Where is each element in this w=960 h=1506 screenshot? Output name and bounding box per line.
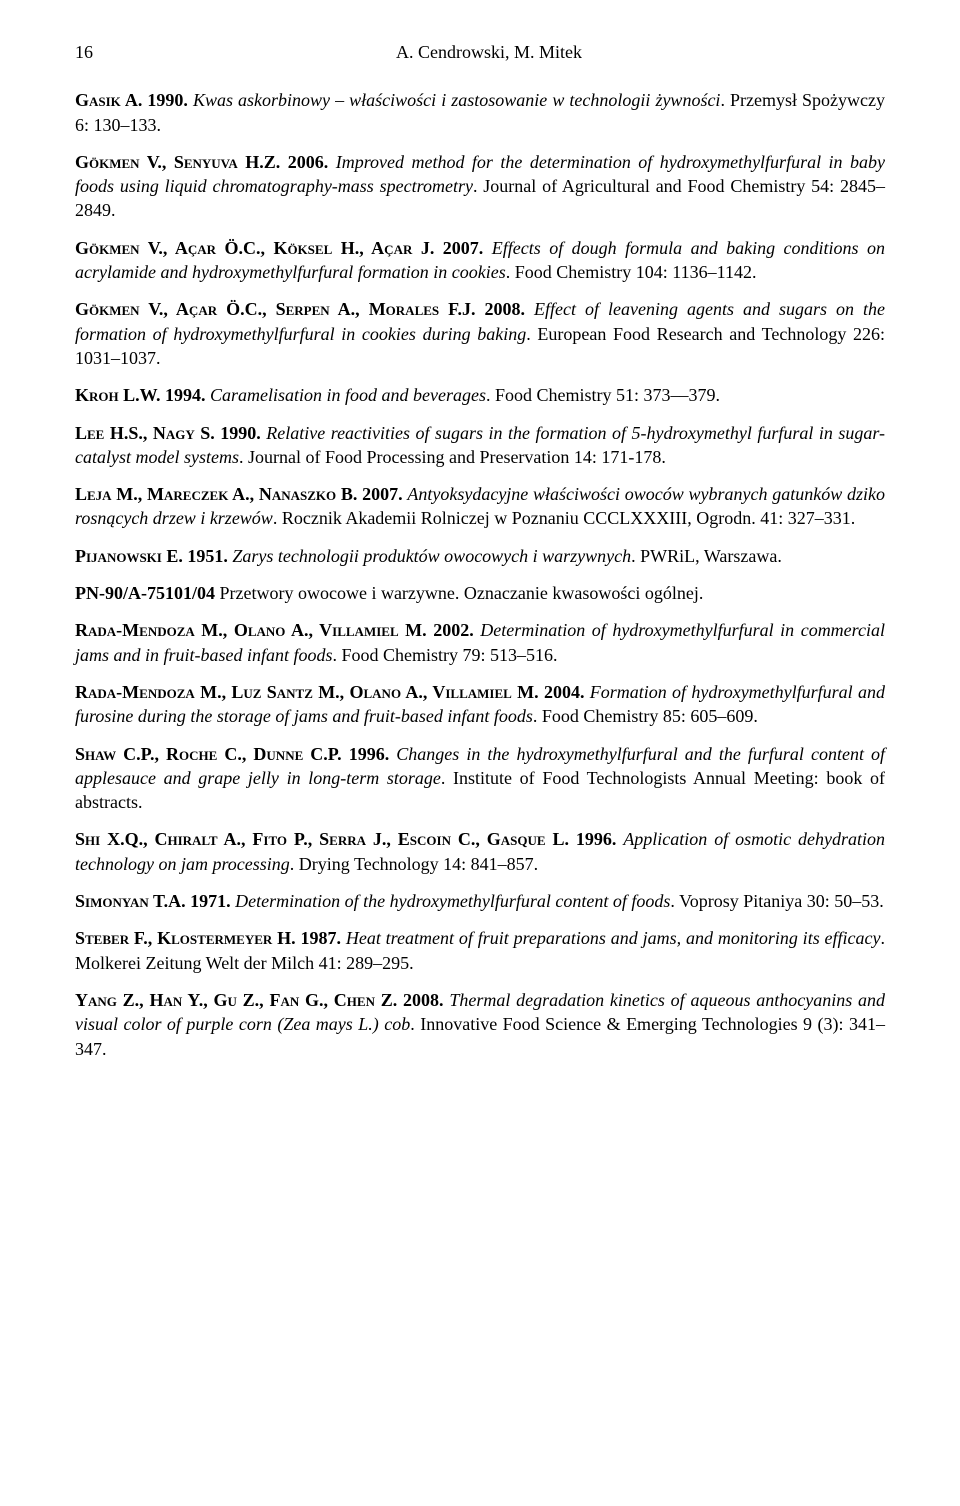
reference-title: Kwas askorbinowy – właściwości i zastoso… — [193, 90, 720, 110]
reference-authors: Gasik A. — [75, 90, 142, 110]
reference-authors: Yang Z., Han Y., Gu Z., Fan G., Chen Z. — [75, 990, 397, 1010]
reference-year: 2007. — [443, 238, 484, 258]
reference-year: 2008. — [403, 990, 444, 1010]
reference-entry: Simonyan T.A. 1971. Determination of the… — [75, 889, 885, 913]
reference-year: 1996. — [576, 829, 617, 849]
reference-authors: Gökmen V., Açar Ö.C., Serpen A., Morales… — [75, 299, 476, 319]
reference-source: . PWRiL, Warszawa. — [631, 546, 782, 566]
reference-source: . Voprosy Pitaniya 30: 50–53. — [670, 891, 883, 911]
reference-authors: Gökmen V., Açar Ö.C., Köksel H., Açar J. — [75, 238, 434, 258]
page-number: 16 — [75, 40, 93, 64]
reference-authors: PN-90/A-75101/04 — [75, 583, 215, 603]
reference-title: Determination of the hydroxymethylfurfur… — [235, 891, 670, 911]
reference-entry: Leja M., Mareczek A., Nanaszko B. 2007. … — [75, 482, 885, 531]
reference-year: 2007. — [362, 484, 403, 504]
reference-year: 1951. — [187, 546, 228, 566]
reference-source: . Food Chemistry 51: 373––379. — [486, 385, 720, 405]
header-authors: A. Cendrowski, M. Mitek — [93, 40, 885, 64]
reference-entry: Pijanowski E. 1951. Zarys technologii pr… — [75, 544, 885, 568]
reference-year: 1987. — [300, 928, 341, 948]
reference-year: 1971. — [190, 891, 231, 911]
reference-entry: Steber F., Klostermeyer H. 1987. Heat tr… — [75, 926, 885, 975]
reference-authors: Pijanowski E. — [75, 546, 183, 566]
reference-source: . Rocznik Akademii Rolniczej w Poznaniu … — [273, 508, 855, 528]
reference-authors: Shaw C.P., Roche C., Dunne C.P. — [75, 744, 342, 764]
reference-entry: Gökmen V., Senyuva H.Z. 2006. Improved m… — [75, 150, 885, 223]
reference-entry: PN-90/A-75101/04 Przetwory owocowe i war… — [75, 581, 885, 605]
reference-authors: Rada-Mendoza M., Luz Santz M., Olano A.,… — [75, 682, 539, 702]
reference-entry: Kroh L.W. 1994. Caramelisation in food a… — [75, 383, 885, 407]
reference-entry: Lee H.S., Nagy S. 1990. Relative reactiv… — [75, 421, 885, 470]
reference-entry: Shaw C.P., Roche C., Dunne C.P. 1996. Ch… — [75, 742, 885, 815]
reference-authors: Gökmen V., Senyuva H.Z. — [75, 152, 280, 172]
reference-year: 1994. — [165, 385, 206, 405]
reference-authors: Shi X.Q., Chiralt A., Fito P., Serra J.,… — [75, 829, 569, 849]
reference-entry: Gasik A. 1990. Kwas askorbinowy – właści… — [75, 88, 885, 137]
reference-authors: Kroh L.W. — [75, 385, 160, 405]
reference-authors: Simonyan T.A. — [75, 891, 186, 911]
reference-entry: Yang Z., Han Y., Gu Z., Fan G., Chen Z. … — [75, 988, 885, 1061]
reference-year: 1996. — [349, 744, 390, 764]
reference-year: 2002. — [433, 620, 474, 640]
reference-authors: Lee H.S., Nagy S. — [75, 423, 215, 443]
reference-authors: Leja M., Mareczek A., Nanaszko B. — [75, 484, 357, 504]
reference-year: 2006. — [288, 152, 329, 172]
reference-entry: Shi X.Q., Chiralt A., Fito P., Serra J.,… — [75, 827, 885, 876]
page-header: 16 A. Cendrowski, M. Mitek — [75, 40, 885, 64]
reference-source: . Food Chemistry 104: 1136–1142. — [506, 262, 757, 282]
reference-year: 2008. — [485, 299, 526, 319]
reference-source: . Journal of Food Processing and Preserv… — [239, 447, 666, 467]
reference-source: . Food Chemistry 85: 605–609. — [533, 706, 758, 726]
reference-source: . Food Chemistry 79: 513–516. — [333, 645, 558, 665]
reference-title: Heat treatment of fruit preparations and… — [346, 928, 881, 948]
reference-year: 1990. — [220, 423, 261, 443]
reference-source: . Drying Technology 14: 841–857. — [290, 854, 538, 874]
references-list: Gasik A. 1990. Kwas askorbinowy – właści… — [75, 88, 885, 1061]
reference-year: 2004. — [544, 682, 585, 702]
reference-title: Caramelisation in food and beverages — [210, 385, 486, 405]
reference-entry: Rada-Mendoza M., Luz Santz M., Olano A.,… — [75, 680, 885, 729]
reference-entry: Gökmen V., Açar Ö.C., Serpen A., Morales… — [75, 297, 885, 370]
reference-title: Zarys technologii produktów owocowych i … — [232, 546, 631, 566]
reference-authors: Steber F., Klostermeyer H. — [75, 928, 296, 948]
reference-source: Przetwory owocowe i warzywne. Oznaczanie… — [215, 583, 703, 603]
reference-entry: Gökmen V., Açar Ö.C., Köksel H., Açar J.… — [75, 236, 885, 285]
reference-entry: Rada-Mendoza M., Olano A., Villamiel M. … — [75, 618, 885, 667]
reference-authors: Rada-Mendoza M., Olano A., Villamiel M. — [75, 620, 427, 640]
reference-year: 1990. — [147, 90, 188, 110]
